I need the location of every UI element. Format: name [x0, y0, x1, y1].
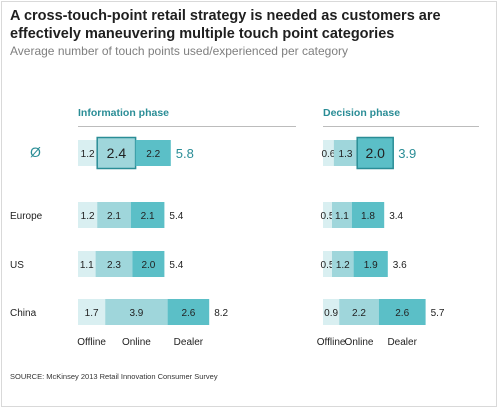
bar-decision-phase-average-dealer: [356, 136, 394, 170]
value-label-information-phase-average-offline: 1.2: [81, 149, 95, 160]
bar-information-phase-us-online: [95, 251, 133, 277]
value-label-information-phase-europe-online: 2.1: [107, 211, 121, 222]
total-label-information-phase-europe: 5.4: [169, 211, 183, 222]
value-label-decision-phase-china-dealer: 2.6: [395, 308, 409, 319]
value-label-information-phase-average-dealer: 2.2: [146, 149, 160, 160]
decision-phase-rule: [323, 126, 479, 127]
bar-information-phase-china-dealer: [167, 299, 210, 325]
value-label-information-phase-average-online: 2.4: [107, 145, 127, 161]
value-label-information-phase-europe-offline: 1.2: [81, 211, 95, 222]
value-label-decision-phase-us-dealer: 1.9: [364, 260, 378, 271]
bar-decision-phase-us-online: [332, 251, 354, 277]
total-label-decision-phase-europe: 3.4: [389, 211, 403, 222]
value-label-decision-phase-average-dealer: 2.0: [365, 145, 385, 161]
row-label-us: US: [10, 260, 24, 271]
chart-subtitle: Average number of touch points used/expe…: [10, 44, 348, 58]
value-label-information-phase-china-offline: 1.7: [85, 308, 99, 319]
bar-decision-phase-average-offline: [323, 140, 334, 166]
value-label-information-phase-us-dealer: 2.0: [141, 260, 155, 271]
legend-information-phase-offline: Offline: [77, 337, 106, 348]
value-label-decision-phase-us-online: 1.2: [336, 260, 350, 271]
value-label-information-phase-china-dealer: 2.6: [181, 308, 195, 319]
bar-decision-phase-china-dealer: [378, 299, 426, 325]
value-label-information-phase-europe-dealer: 2.1: [141, 211, 155, 222]
bar-decision-phase-average-online: [333, 140, 358, 166]
total-label-information-phase-china: 8.2: [214, 308, 228, 319]
total-label-information-phase-average: 5.8: [176, 146, 194, 161]
row-label-europe: Europe: [10, 211, 43, 222]
value-label-decision-phase-europe-offline: 0.5: [321, 211, 335, 222]
row-label-average: Ø: [30, 144, 41, 160]
value-label-decision-phase-average-offline: 0.6: [321, 149, 335, 160]
bar-information-phase-china-online: [105, 299, 168, 325]
value-label-information-phase-us-online: 2.3: [107, 260, 121, 271]
legend-decision-phase-online: Online: [345, 337, 374, 348]
row-label-china: China: [10, 308, 37, 319]
information-phase-title: Information phase: [78, 107, 170, 119]
bar-information-phase-us-dealer: [132, 251, 165, 277]
total-label-information-phase-us: 5.4: [169, 260, 183, 271]
legend-information-phase-dealer: Dealer: [174, 337, 204, 348]
bar-information-phase-average-online: [96, 136, 137, 170]
source-note: SOURCE: McKinsey 2013 Retail Innovation …: [10, 372, 218, 381]
decision-phase-title: Decision phase: [323, 107, 401, 119]
bar-decision-phase-china-offline: [323, 299, 340, 325]
bar-information-phase-us-offline: [78, 251, 96, 277]
bar-decision-phase-europe-dealer: [351, 202, 385, 228]
legend-information-phase-online: Online: [122, 337, 151, 348]
bar-decision-phase-europe-offline: [323, 202, 332, 228]
total-label-decision-phase-us: 3.6: [393, 260, 407, 271]
value-label-decision-phase-us-offline: 0.5: [321, 260, 335, 271]
bar-decision-phase-us-offline: [323, 251, 332, 277]
chart-title: A cross-touch-point retail strategy is n…: [10, 8, 441, 42]
legend-decision-phase-offline: Offline: [317, 337, 346, 348]
bar-information-phase-europe-offline: [78, 202, 98, 228]
bar-decision-phase-china-online: [339, 299, 379, 325]
information-phase-rule: [78, 126, 296, 127]
bar-information-phase-china-offline: [78, 299, 106, 325]
legend-decision-phase-dealer: Dealer: [387, 337, 417, 348]
value-label-decision-phase-average-online: 1.3: [339, 149, 353, 160]
value-label-decision-phase-china-offline: 0.9: [324, 308, 338, 319]
value-label-decision-phase-china-online: 2.2: [352, 308, 366, 319]
value-label-information-phase-china-online: 3.9: [129, 308, 143, 319]
bar-information-phase-europe-online: [97, 202, 131, 228]
bar-information-phase-average-offline: [78, 140, 98, 166]
bar-information-phase-average-dealer: [135, 140, 171, 166]
value-label-information-phase-us-offline: 1.1: [80, 260, 94, 271]
total-label-decision-phase-china: 5.7: [431, 308, 445, 319]
bar-decision-phase-europe-online: [332, 202, 352, 228]
bar-information-phase-europe-dealer: [130, 202, 165, 228]
value-label-decision-phase-europe-dealer: 1.8: [361, 211, 375, 222]
bar-decision-phase-us-dealer: [353, 251, 388, 277]
value-label-decision-phase-europe-online: 1.1: [335, 211, 349, 222]
total-label-decision-phase-average: 3.9: [398, 146, 416, 161]
